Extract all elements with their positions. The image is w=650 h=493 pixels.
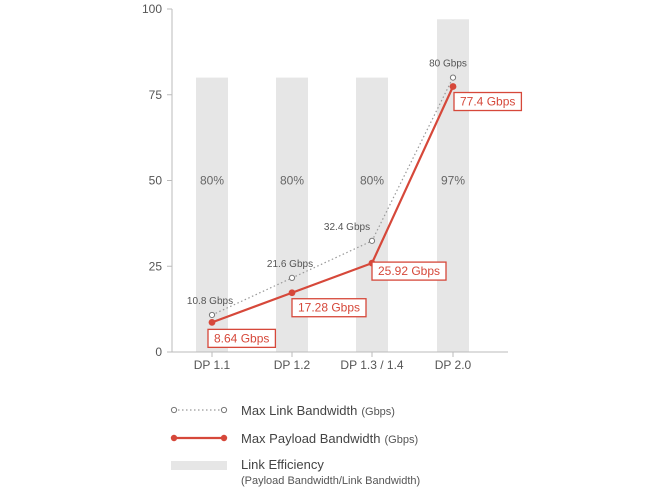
- x-tick-label: DP 1.2: [274, 358, 311, 372]
- y-tick-label: 0: [155, 345, 162, 359]
- link-bandwidth-point: [288, 274, 296, 282]
- link-bandwidth-point: [208, 311, 216, 319]
- legend-efficiency-label: Link Efficiency: [241, 457, 324, 472]
- y-tick-label: 75: [149, 88, 163, 102]
- payload-bandwidth-label-box: [453, 91, 523, 112]
- payload-bandwidth-series: 8.64 Gbps 17.28 Gbps 25.92 Gbps 77.4 Gbps: [207, 83, 523, 349]
- x-tick-label: DP 1.1: [194, 358, 231, 372]
- payload-bandwidth-point: [449, 83, 457, 90]
- legend-payload-marker: [170, 434, 178, 442]
- legend-link-marker: [170, 406, 178, 414]
- link-bandwidth-label: 10.8 Gbps: [187, 296, 233, 307]
- payload-bandwidth-label-box: [371, 261, 447, 281]
- legend-payload-name: Max Payload Bandwidth: [241, 431, 380, 446]
- legend-efficiency-swatch: [171, 461, 227, 470]
- y-tick-label: 50: [149, 174, 163, 188]
- payload-bandwidth-point: [208, 318, 216, 326]
- payload-bandwidth-line: [211, 86, 454, 324]
- efficiency-bar: [196, 77, 228, 352]
- axes: 0 25 50 75 100 DP 1.1 DP 1.2 DP 1.3 / 1.4 DP 2.0: [142, 2, 508, 372]
- link-bandwidth-point: [368, 237, 376, 244]
- efficiency-label: 80%: [200, 174, 224, 188]
- payload-bandwidth-label-box: [291, 298, 367, 318]
- link-bandwidth-label: 80 Gbps: [429, 59, 467, 70]
- legend-link-marker: [220, 406, 228, 414]
- legend-link-name: Max Link Bandwidth: [241, 403, 357, 418]
- y-tick-label: 100: [142, 2, 162, 16]
- payload-bandwidth-label-box: [207, 328, 277, 349]
- payload-bandwidth-label: 17.28 Gbps: [298, 301, 360, 315]
- link-bandwidth-series: 10.8 Gbps 21.6 Gbps 32.4 Gbps 80 Gbps: [187, 59, 467, 319]
- legend-efficiency-sublabel: (Payload Bandwidth/Link Bandwidth): [241, 475, 420, 487]
- efficiency-label: 97%: [441, 174, 465, 188]
- link-bandwidth-label: 21.6 Gbps: [267, 259, 313, 270]
- legend-link-label: Max Link Bandwidth (Gbps): [241, 403, 395, 418]
- y-tick-label: 25: [149, 259, 163, 273]
- legend-payload-label: Max Payload Bandwidth (Gbps): [241, 431, 418, 446]
- payload-bandwidth-point: [288, 289, 296, 297]
- payload-bandwidth-label: 25.92 Gbps: [378, 264, 440, 278]
- legend-link-unit: (Gbps): [361, 406, 395, 418]
- x-tick-label: DP 2.0: [435, 358, 472, 372]
- efficiency-label: 80%: [280, 174, 304, 188]
- payload-bandwidth-label: 8.64 Gbps: [214, 331, 269, 345]
- x-tick-label: DP 1.3 / 1.4: [340, 358, 403, 372]
- link-bandwidth-line: [211, 77, 454, 316]
- link-bandwidth-label: 32.4 Gbps: [324, 222, 370, 233]
- legend-payload-marker: [220, 434, 228, 442]
- payload-bandwidth-label: 77.4 Gbps: [460, 95, 515, 109]
- link-bandwidth-point: [449, 74, 457, 81]
- legend: Max Link Bandwidth (Gbps)Max Payload Band…: [170, 403, 420, 487]
- legend-payload-unit: (Gbps): [384, 434, 418, 446]
- efficiency-label: 80%: [360, 174, 384, 188]
